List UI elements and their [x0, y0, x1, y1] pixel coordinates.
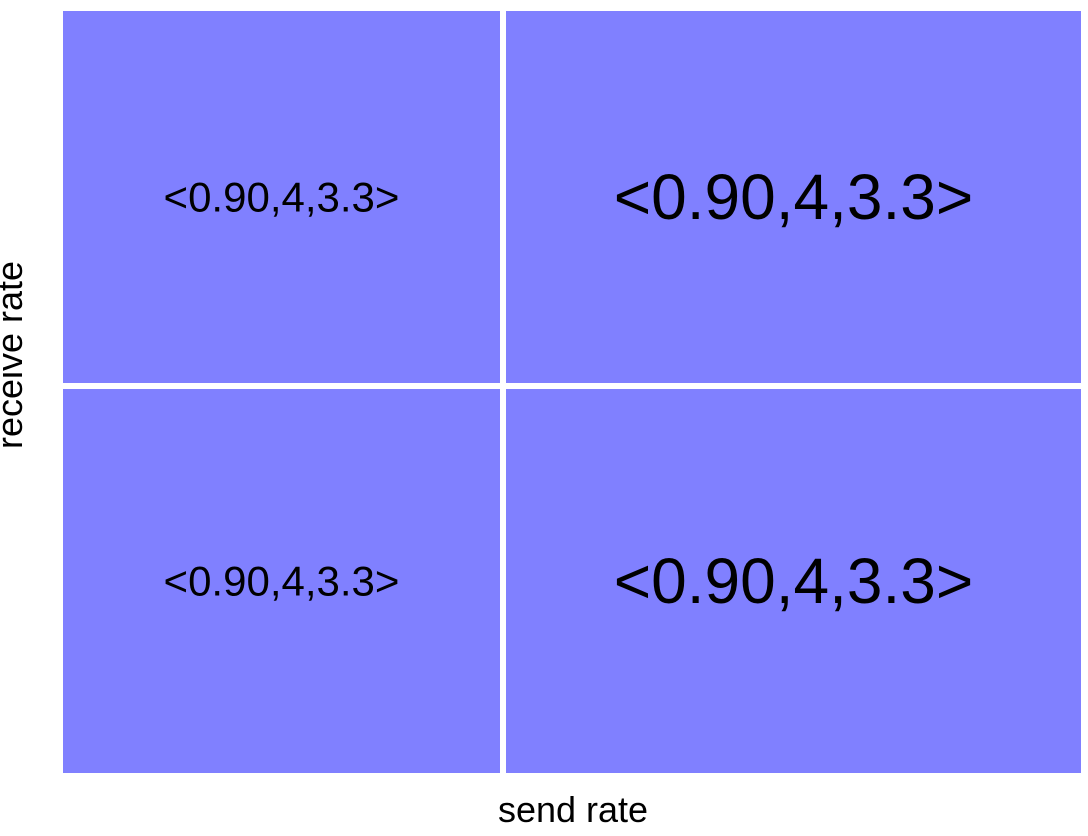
heatmap-cell-label: <0.90,4,3.3>: [164, 558, 400, 605]
cell-labels-layer: <0.90,4,3.3> <0.90,4,3.3> <0.90,4,3.3> <0.9…: [164, 161, 974, 617]
heatmap-cell: [506, 11, 1081, 383]
x-axis-label: send rate: [498, 789, 648, 830]
heatmap-cell-label: <0.90,4,3.3>: [164, 174, 400, 221]
cells-layer: [63, 11, 1081, 773]
heatmap-cell: [506, 389, 1081, 773]
heatmap-cell: [63, 389, 500, 773]
heatmap-cell-label: <0.90,4,3.3>: [614, 161, 973, 233]
heatmap-cell: [63, 11, 500, 383]
heatmap-cell-label: <0.90,4,3.3>: [614, 545, 973, 617]
y-axis-label: receive rate: [0, 261, 30, 449]
